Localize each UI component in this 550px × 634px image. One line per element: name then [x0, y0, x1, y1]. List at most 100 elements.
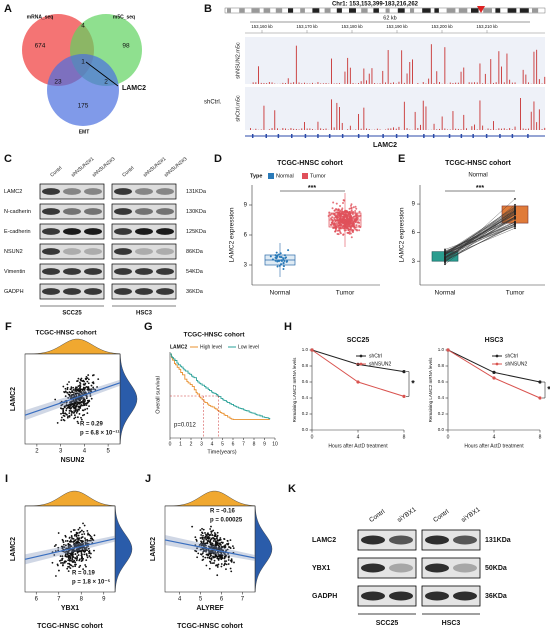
point: [334, 230, 337, 233]
point: [77, 398, 79, 401]
peak: [387, 128, 389, 130]
point: [356, 221, 359, 224]
point: [67, 546, 70, 548]
point: [336, 223, 339, 226]
y-tick: 0.2: [302, 411, 309, 416]
point: [282, 265, 285, 268]
point: [220, 563, 223, 565]
point: [74, 539, 76, 542]
point: [69, 395, 71, 398]
point: [227, 563, 230, 565]
point: [59, 559, 62, 562]
point: [78, 413, 81, 415]
point: [83, 524, 86, 527]
peak: [282, 82, 284, 84]
blot: [357, 585, 417, 607]
point: [61, 545, 64, 548]
point: [86, 399, 89, 402]
point: [82, 550, 85, 553]
peak: [482, 125, 484, 130]
legend-title: Type: [250, 173, 262, 179]
point: [201, 538, 204, 540]
y-tick: 0.6: [302, 379, 309, 384]
peak: [376, 128, 378, 130]
point: [345, 213, 348, 216]
point: [214, 550, 217, 553]
point: [217, 553, 220, 555]
point: [82, 568, 85, 571]
peak: [468, 82, 470, 84]
point: [350, 203, 353, 206]
peak: [312, 129, 313, 130]
density: [254, 505, 273, 593]
point: [88, 555, 91, 557]
point: [74, 407, 77, 410]
peak: [401, 50, 403, 84]
point: [334, 219, 337, 222]
peak: [406, 73, 408, 84]
point: [74, 409, 77, 412]
peak: [422, 82, 424, 84]
point: [79, 401, 81, 404]
point: [201, 532, 204, 535]
point: [65, 407, 68, 410]
series-point: [356, 380, 360, 384]
blot-band: [42, 208, 60, 215]
ideogram-band: [324, 8, 331, 13]
point: [75, 390, 78, 392]
x-tick: 6: [220, 597, 224, 603]
point: [330, 223, 333, 226]
point: [73, 559, 76, 562]
ideogram-band: [410, 8, 415, 13]
ideogram-band: [349, 8, 356, 13]
point: [209, 528, 212, 530]
point: [339, 223, 342, 226]
peak: [493, 121, 494, 130]
point: [80, 391, 83, 394]
point: [208, 567, 211, 570]
peak: [325, 128, 327, 130]
blot-band: [389, 563, 413, 573]
point: [210, 562, 212, 565]
point: [74, 534, 76, 536]
point: [73, 414, 76, 417]
point: [56, 422, 59, 424]
peak: [398, 81, 400, 84]
regression-line: [24, 382, 121, 416]
point: [55, 575, 57, 577]
peak: [466, 128, 467, 130]
point: [81, 549, 84, 552]
point: [200, 540, 202, 543]
blot-band: [389, 535, 413, 545]
title: TCGC-HNSC cohort: [183, 332, 245, 339]
blot-band: [63, 228, 81, 235]
blot-band: [389, 591, 413, 601]
point: [347, 231, 350, 234]
point: [79, 381, 81, 384]
point: [202, 534, 204, 537]
point: [215, 554, 218, 557]
point: [444, 261, 446, 264]
size-label: 130KDa: [186, 209, 207, 215]
point: [514, 222, 516, 225]
blot-band: [84, 228, 102, 235]
locus: Chr1: 153,153,399-183,216,262: [332, 2, 419, 8]
exon: [472, 134, 474, 138]
point: [200, 543, 203, 545]
point: [212, 537, 215, 540]
point: [285, 256, 288, 259]
ideogram-band: [532, 8, 539, 13]
point: [348, 207, 351, 210]
stat: p = 1.8 × 10⁻⁵: [72, 580, 111, 586]
point: [88, 551, 91, 554]
point: [219, 554, 221, 556]
point: [358, 221, 361, 224]
coord-tick: 153,180 kb: [341, 24, 363, 29]
point: [81, 558, 84, 561]
blot-band: [453, 563, 477, 573]
point: [78, 559, 81, 562]
count: 175: [78, 103, 89, 110]
point: [229, 567, 232, 570]
point: [514, 203, 516, 206]
point: [336, 233, 339, 236]
